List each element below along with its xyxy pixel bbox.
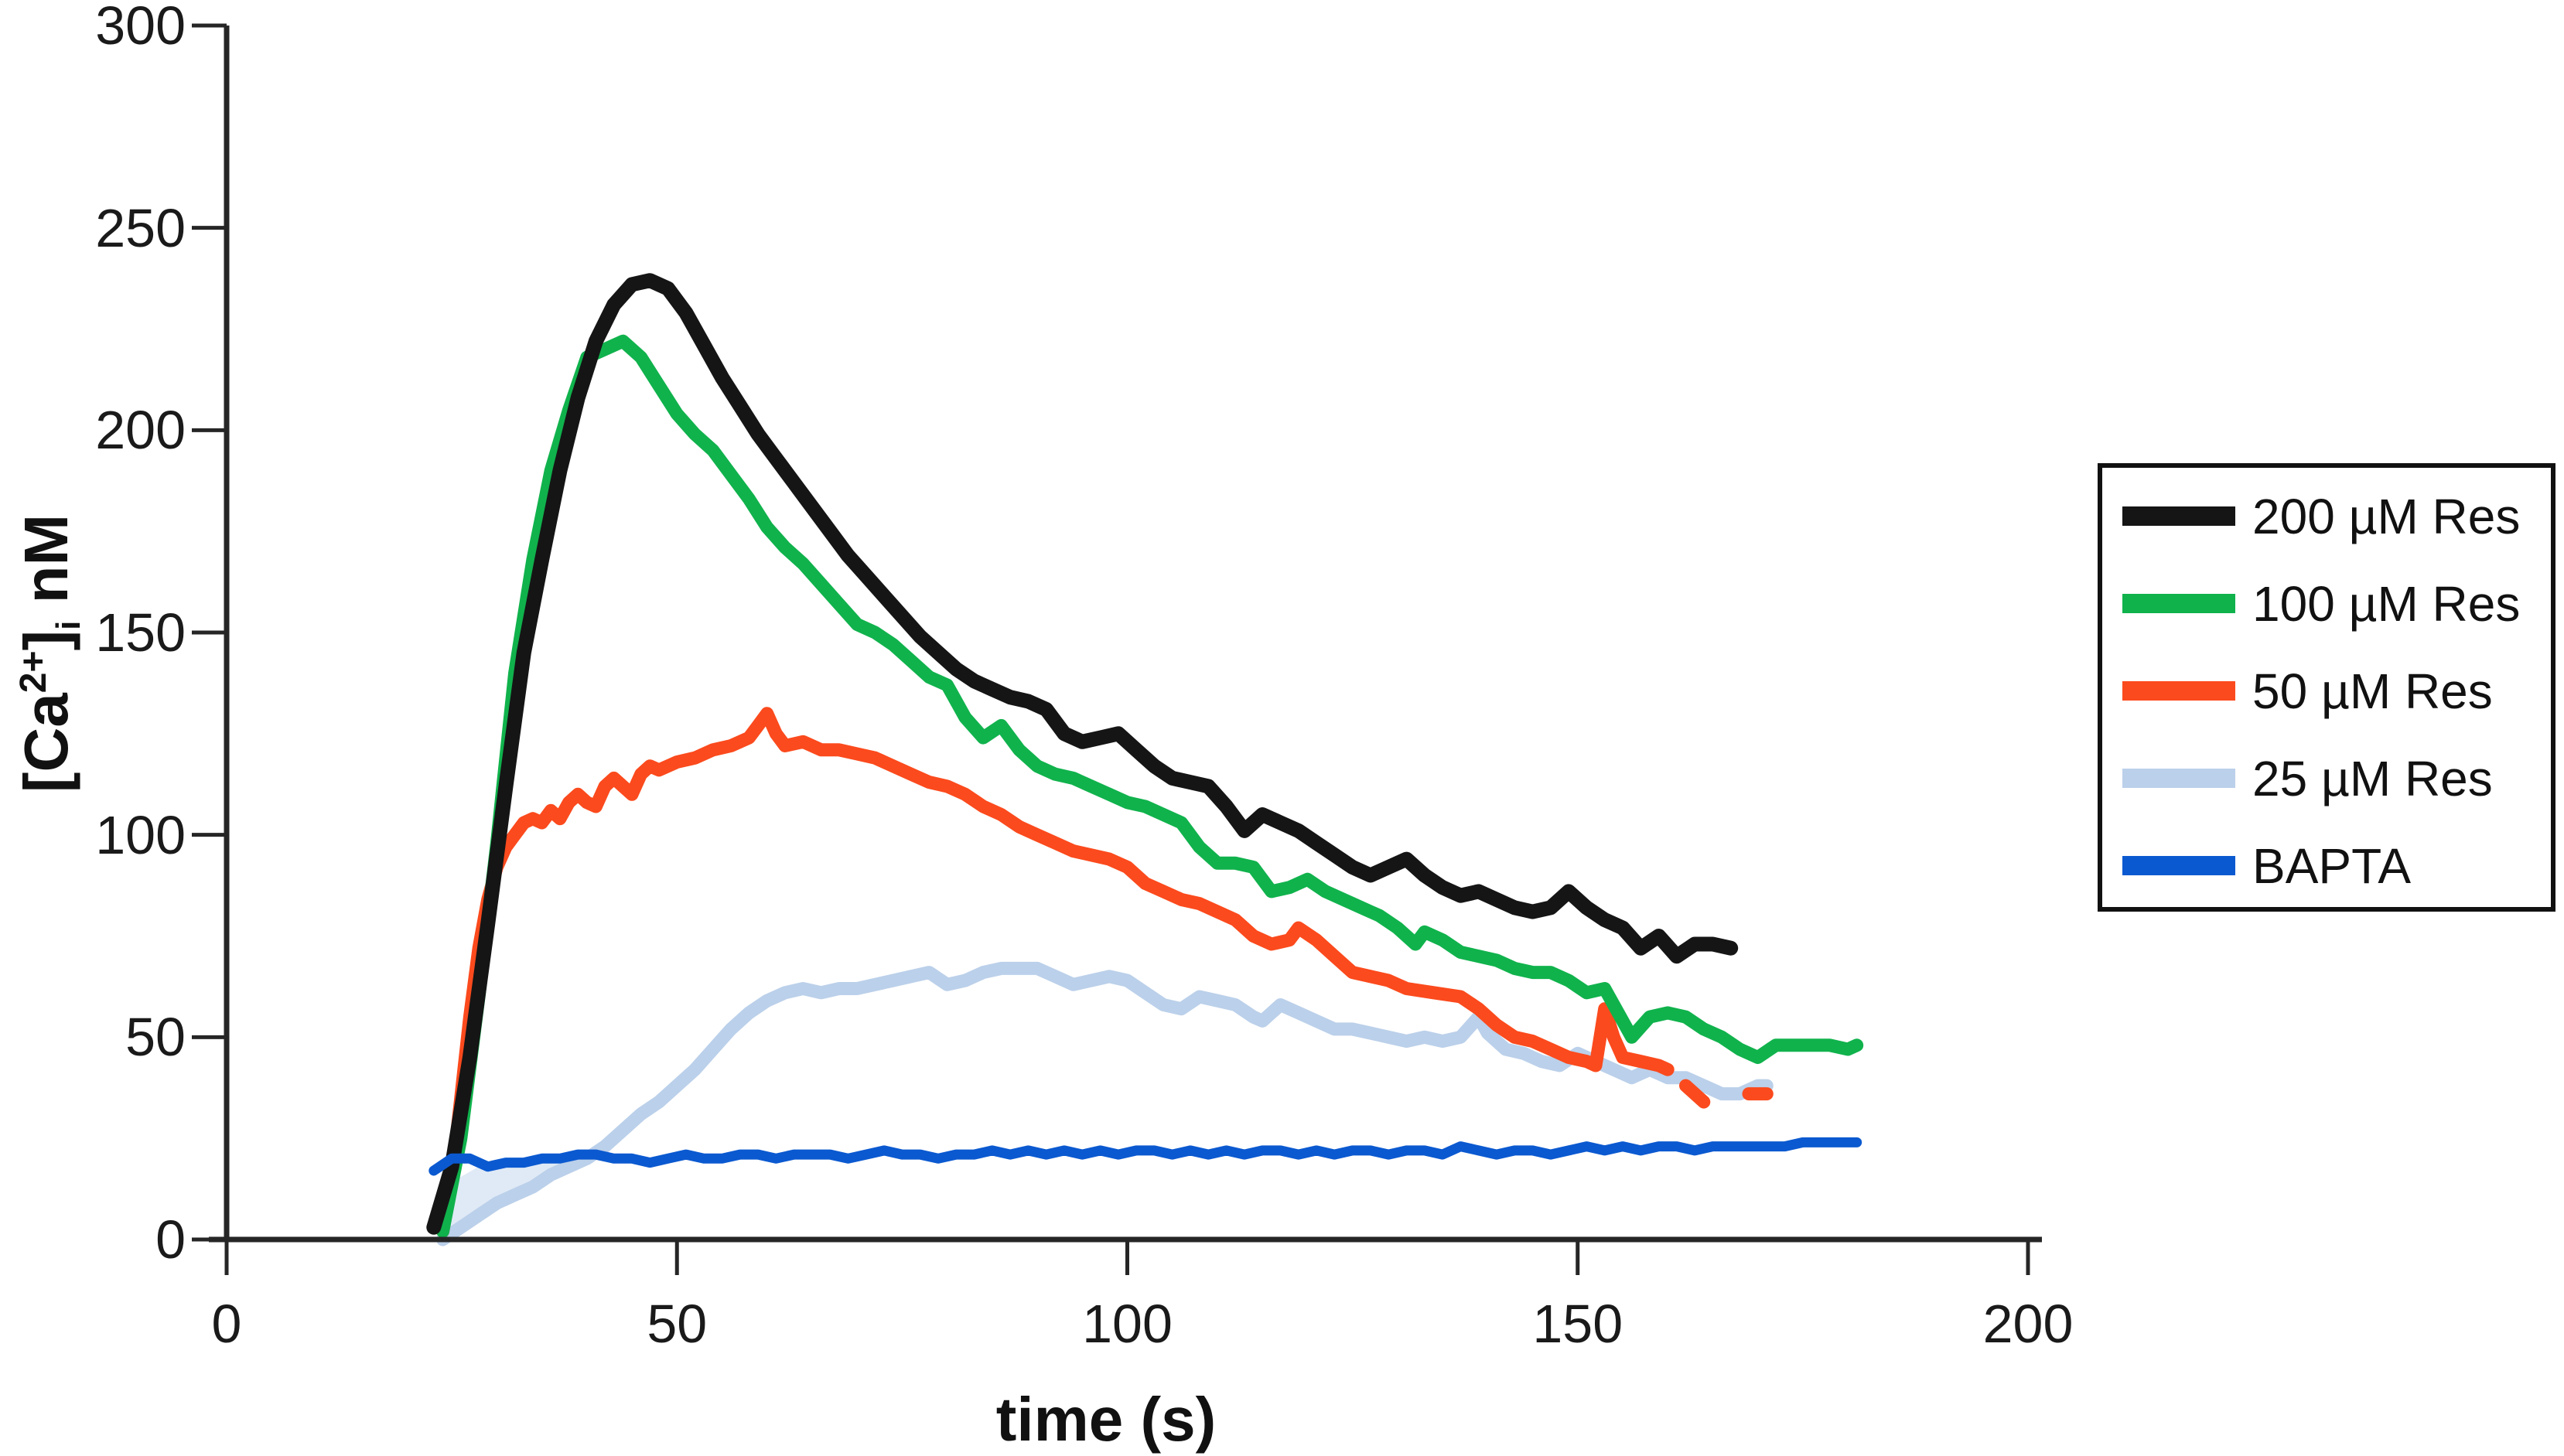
legend-box: 200 µM Res 100 µM Res 50 µM Res 25 µM Res BA… xyxy=(2098,463,2555,912)
y-axis-title-superscript: 2+ xyxy=(13,650,54,694)
legend-label: BAPTA xyxy=(2252,837,2412,894)
y-tick-label: 100 xyxy=(95,804,186,865)
y-axis-title-close: ] xyxy=(12,629,80,651)
y-axis-title-unit: nM xyxy=(12,513,80,621)
y-axis-title-open: [Ca xyxy=(12,693,80,793)
y-tick-label: 200 xyxy=(95,400,186,461)
y-tick-label: 250 xyxy=(95,197,186,258)
series-line-25-m-res xyxy=(436,961,1774,1246)
y-axis-title: [Ca2+]i nM xyxy=(11,514,88,793)
x-tick-label: 200 xyxy=(1982,1294,2074,1354)
x-axis-title: time (s) xyxy=(995,1385,1217,1454)
y-tick-label: 0 xyxy=(155,1209,186,1270)
y-tick-label: 300 xyxy=(95,0,186,56)
legend-item-200-m-res: 200 µM Res xyxy=(2102,472,2551,560)
legend-label: 100 µM Res xyxy=(2252,575,2521,632)
legend-item-bapta: BAPTA xyxy=(2102,822,2551,909)
x-tick-label: 100 xyxy=(1082,1294,1173,1354)
legend-swatch-50-m-res xyxy=(2122,681,2235,701)
y-tick-label: 50 xyxy=(125,1007,186,1068)
legend-label: 50 µM Res xyxy=(2252,663,2493,719)
legend-item-25-m-res: 25 µM Res xyxy=(2102,735,2551,822)
series-line-bapta xyxy=(428,1137,1862,1176)
series-line-50-m-res xyxy=(436,707,1675,1238)
legend-swatch-200-m-res xyxy=(2122,506,2235,526)
series-lines-group xyxy=(426,273,1864,1246)
legend-label: 25 µM Res xyxy=(2252,750,2493,806)
legend-swatch-100-m-res xyxy=(2122,594,2235,613)
ticks-group xyxy=(192,23,2030,1275)
series-line-50-m-res-segment-1 xyxy=(1679,1079,1711,1109)
x-tick-label: 150 xyxy=(1532,1294,1623,1354)
x-tick-label: 50 xyxy=(647,1294,708,1354)
legend-label: 200 µM Res xyxy=(2252,488,2521,544)
series-line-100-m-res xyxy=(436,334,1864,1238)
y-tick-label: 150 xyxy=(95,602,186,663)
x-tick-label: 0 xyxy=(211,1294,242,1354)
series-line-200-m-res xyxy=(426,273,1739,1235)
legend-swatch-bapta xyxy=(2122,856,2235,875)
legend-item-50-m-res: 50 µM Res xyxy=(2102,647,2551,735)
y-axis-title-subscript: i xyxy=(50,620,87,630)
legend-swatch-25-m-res xyxy=(2122,769,2235,788)
legend-item-100-m-res: 100 µM Res xyxy=(2102,560,2551,647)
axes-group xyxy=(209,26,2042,1243)
